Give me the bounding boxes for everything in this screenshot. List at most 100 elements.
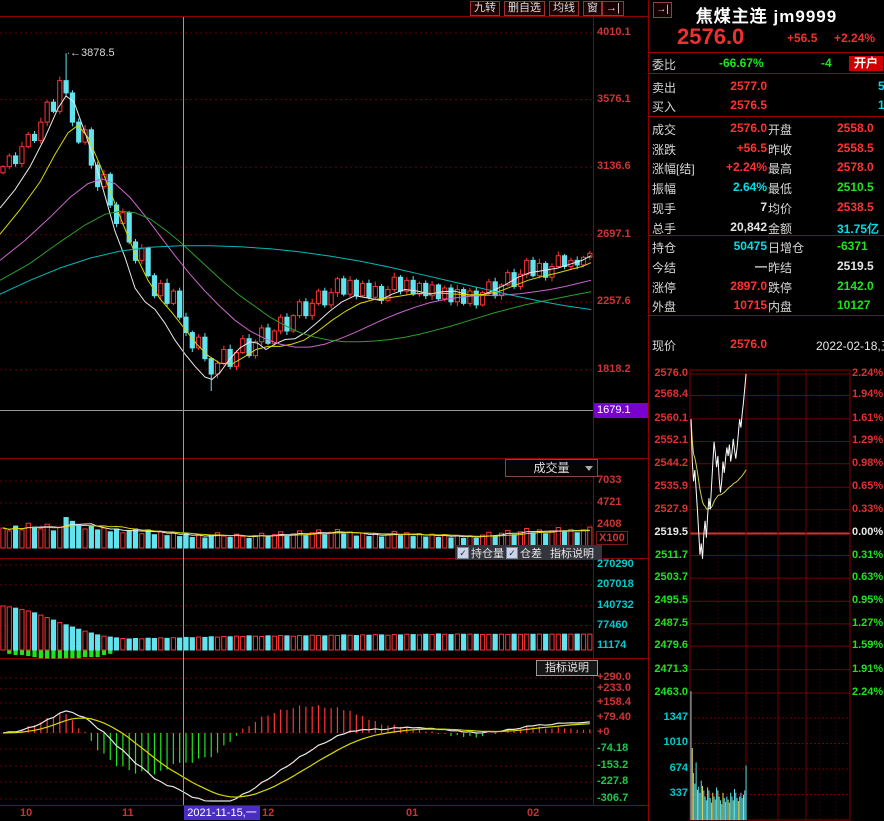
quote-label: 涨停	[652, 280, 677, 295]
intraday-pct-label: 1.91%	[852, 662, 884, 675]
checkbox-open-interest-label: 持仓量	[471, 547, 504, 560]
quote-row: 外盘 10715 内盘 10127	[649, 295, 884, 315]
weibi-row: 委比 -66.67% -4 开户	[649, 53, 884, 73]
checkbox-oi-delta[interactable]: ✓ 仓差	[506, 545, 542, 561]
collapse-right-icon[interactable]: →|	[602, 1, 624, 16]
intraday-price-label: 2463.0	[654, 685, 688, 698]
intraday-chart[interactable]	[689, 369, 851, 821]
macd-axis-label: -306.7	[597, 791, 629, 804]
oi-axis-label: 77460	[597, 618, 628, 631]
price-axis-label: 2257.6	[597, 295, 631, 308]
checkbox-checked-icon: ✓	[457, 546, 469, 559]
divider	[0, 458, 648, 459]
quote-value: 20,842	[730, 219, 767, 234]
volume-axis-label: 7033	[597, 474, 622, 487]
intraday-price-label: 2568.4	[654, 388, 688, 401]
toolbar-button-window[interactable]: 窗	[583, 1, 602, 16]
quote-label: 持仓	[652, 241, 677, 256]
weibi-label: 委比	[652, 58, 677, 72]
weibi-value: -66.67%	[719, 56, 764, 70]
quote-row: 涨幅[结] +2.24% 最高 2578.0	[649, 157, 884, 177]
quote-value: 2538.5	[837, 199, 874, 214]
toolbar-button-nine-turn[interactable]: 九转	[470, 1, 500, 16]
candlestick-chart[interactable]	[0, 17, 593, 458]
chevron-down-icon	[585, 466, 593, 471]
toolbar-button-ma[interactable]: 均线	[549, 1, 579, 16]
quote-label: 总手	[652, 221, 677, 236]
last-price: 2576.0	[677, 24, 745, 49]
intraday-price-label: 2511.7	[654, 548, 688, 561]
quote-label: 最低	[768, 182, 793, 197]
checkbox-open-interest[interactable]: ✓ 持仓量	[457, 545, 504, 561]
quote-value: 31.75亿	[837, 221, 880, 236]
quote-label: 内盘	[768, 300, 793, 315]
intraday-price-label: 2560.1	[654, 411, 688, 424]
open-interest-chart[interactable]	[0, 558, 593, 659]
intraday-pct-label: 1.59%	[852, 639, 884, 652]
oi-axis-label: 140732	[597, 598, 634, 611]
quote-label: 现手	[652, 201, 677, 216]
macd-axis-label: +0	[597, 726, 610, 738]
quote-value: 2576.0	[730, 121, 767, 135]
sell-row[interactable]: 卖出 2577.0 5	[649, 76, 884, 96]
quote-value: 2578.0	[837, 160, 874, 175]
intraday-pct-label: 1.27%	[852, 616, 884, 629]
divider	[649, 235, 884, 236]
quote-row: 涨跌 +56.5 昨收 2558.5	[649, 138, 884, 158]
oi-axis-label: 270290	[597, 557, 634, 570]
quote-value: 2519.5	[837, 258, 874, 273]
quote-value: 50475	[733, 239, 767, 254]
intraday-price-label: 2552.1	[654, 434, 688, 447]
macd-chart[interactable]	[0, 658, 593, 805]
quote-value: 7	[760, 199, 767, 214]
quote-label: 均价	[768, 201, 793, 216]
intraday-pct-label: 0.98%	[852, 456, 884, 469]
volume-axis-label: 2408	[597, 518, 622, 531]
intraday-pct-label: 1.29%	[852, 434, 884, 447]
crosshair-date-label: 2021-11-15,一	[184, 806, 260, 820]
quote-label: 昨收	[768, 142, 793, 157]
macd-help-button[interactable]: 指标说明	[536, 660, 598, 676]
volume-indicator-selector[interactable]: 成交量	[505, 459, 598, 477]
quote-value: +2.24%	[725, 160, 767, 175]
volume-axis-label: 4721	[597, 496, 622, 509]
macd-axis-label: +79.40	[597, 710, 631, 723]
quote-label: 跌停	[768, 280, 793, 295]
divider	[649, 116, 884, 117]
toolbar-button-remove-watchlist[interactable]: 删自选	[504, 1, 545, 16]
intraday-pct-label: 0.33%	[852, 502, 884, 515]
buy-price: 2576.5	[730, 98, 767, 112]
quote-row: 振幅 2.64% 最低 2510.5	[649, 177, 884, 197]
price-change: +56.5	[787, 31, 818, 45]
indicator-help-link[interactable]: 指标说明	[550, 547, 594, 560]
intraday-price-label: 2487.5	[654, 616, 688, 629]
open-account-button[interactable]: 开户	[849, 56, 884, 71]
intraday-pct-label: 0.65%	[852, 480, 884, 493]
crosshair-price-label: 1679.1	[594, 403, 649, 418]
quote-label: 金额	[768, 221, 793, 236]
intraday-pct-label: 1.94%	[852, 388, 884, 401]
price-axis-label: 3136.6	[597, 160, 631, 173]
volume-chart[interactable]	[0, 458, 593, 558]
quote-label: 成交	[652, 123, 677, 137]
intraday-volume-label: 337	[669, 787, 688, 800]
timeline-month-label: 02	[527, 807, 540, 819]
timeline-month-label: 12	[262, 807, 275, 819]
spot-label: 现价	[652, 339, 677, 353]
quote-label: 最高	[768, 162, 793, 177]
divider	[649, 73, 884, 74]
quote-label: 日增仓	[768, 241, 805, 256]
quote-label: 涨跌	[652, 142, 677, 157]
checkbox-checked-icon: ✓	[506, 546, 518, 559]
quote-value: -6371	[837, 239, 868, 254]
macd-axis-label: +158.4	[597, 695, 631, 708]
expand-panel-icon[interactable]: →|	[653, 2, 672, 18]
buy-label: 买入	[652, 100, 677, 114]
quote-value: —	[755, 258, 767, 273]
intraday-volume-label: 674	[669, 761, 688, 774]
timeline-month-label: 11	[122, 807, 134, 819]
intraday-volume-label: 1347	[663, 710, 688, 723]
buy-row[interactable]: 买入 2576.5 1	[649, 95, 884, 115]
divider	[0, 558, 648, 559]
